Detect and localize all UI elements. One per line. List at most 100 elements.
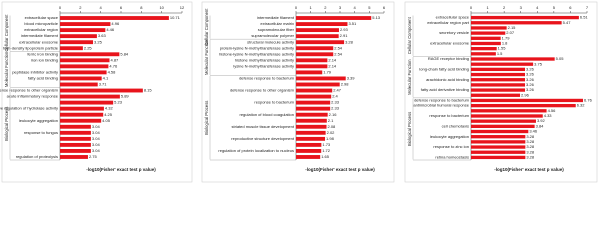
x-tick-label: 6 <box>569 5 572 10</box>
x-tick-label: 6 <box>383 5 386 10</box>
value-label: 3.04 <box>92 148 101 153</box>
bar <box>471 93 521 97</box>
x-tick-label: 0 <box>59 5 62 10</box>
bar <box>296 76 346 81</box>
category-label: cell chemotaxis <box>442 123 469 128</box>
group-label: Cellular Component <box>4 14 9 52</box>
bar <box>60 82 98 87</box>
value-label: 2.93 <box>340 27 349 32</box>
bar <box>60 46 83 51</box>
x-tick-label: 2 <box>324 5 327 10</box>
group-label: Molecular Function <box>204 39 209 75</box>
value-label: 3.04 <box>92 142 101 147</box>
x-tick-label: 2 <box>503 5 506 10</box>
value-label: 1.73 <box>322 142 331 147</box>
group-label: Cellular Component <box>204 8 209 46</box>
bar <box>471 57 555 61</box>
value-label: 4.96 <box>111 21 120 26</box>
bar <box>60 34 97 39</box>
category-label: extracellular exosome <box>430 41 470 46</box>
value-label: 3.75 <box>534 61 543 66</box>
category-label: ferric iron binding <box>27 51 58 56</box>
value-label: 4.58 <box>108 69 117 74</box>
x-tick-label: 4 <box>100 5 103 10</box>
bar <box>296 28 339 33</box>
bar <box>60 136 91 141</box>
value-label: 5.13 <box>372 15 381 20</box>
x-tick-label: 3 <box>520 5 523 10</box>
category-label: retina homeostasis <box>435 154 469 159</box>
x-tick-label: 6 <box>120 5 123 10</box>
category-label: leukocyte aggregation <box>19 118 58 123</box>
category-label: defense response to bacterium <box>239 76 295 81</box>
value-label: 3.26 <box>526 82 535 87</box>
value-label: 3.39 <box>347 76 356 81</box>
bar <box>296 124 327 129</box>
value-label: 3.63 <box>98 33 107 38</box>
bar <box>296 82 340 87</box>
bar <box>60 100 114 105</box>
bar <box>471 140 526 144</box>
value-label: 3.26 <box>526 77 535 82</box>
bar <box>471 103 576 108</box>
category-label: regulation of proteolysis <box>16 154 58 159</box>
bar <box>471 67 526 72</box>
bar <box>471 78 526 82</box>
value-label: 2.54 <box>334 51 343 56</box>
category-label: extracellular region <box>24 27 58 32</box>
value-label: 2.16 <box>329 112 338 117</box>
bar <box>296 106 331 111</box>
category-label: defense response to bacterium <box>414 98 470 103</box>
value-label: 5.89 <box>121 94 130 99</box>
bar <box>60 40 94 45</box>
value-label: 4.1 <box>103 76 109 81</box>
value-label: 3.51 <box>348 21 357 26</box>
value-label: 3.71 <box>99 82 108 87</box>
bar <box>471 150 526 154</box>
bar <box>296 88 333 93</box>
bar <box>296 40 345 45</box>
bar <box>60 58 110 63</box>
bar <box>60 16 169 20</box>
bar <box>60 112 104 117</box>
x-axis-title: -log10(Fisher' exact test p value) <box>494 167 564 172</box>
category-label: lysine N-methyltransferase activity <box>233 63 294 68</box>
bar <box>296 142 322 147</box>
category-label: response to bacterium <box>254 100 294 105</box>
x-tick-label: 12 <box>180 5 185 10</box>
value-label: 2.75 <box>89 154 98 159</box>
value-label: 3.26 <box>526 72 535 77</box>
category-label: leukocyte aggregation <box>430 134 469 139</box>
bar <box>296 155 321 159</box>
value-label: 4.25 <box>104 112 113 117</box>
bar <box>60 22 111 26</box>
category-label: intermediate filament <box>257 15 295 20</box>
value-label: 3.92 <box>537 118 546 123</box>
bar <box>296 94 332 99</box>
x-tick-label: 10 <box>159 5 164 10</box>
bar <box>60 70 107 75</box>
bar <box>296 149 322 153</box>
category-label: protein-lysine N-methyltransferase activ… <box>220 45 294 50</box>
group-label: Cellular Component <box>407 16 412 54</box>
category-label: blood microparticle <box>24 21 58 26</box>
x-tick-label: 1 <box>486 5 489 10</box>
category-label: extracellular exosome <box>19 39 59 44</box>
value-label: 2.1 <box>328 118 334 123</box>
bar <box>296 58 328 63</box>
value-label: 3.26 <box>526 66 535 71</box>
bar <box>471 98 584 103</box>
bar <box>60 88 143 93</box>
value-label: 2.15 <box>508 25 517 30</box>
bar <box>60 155 88 159</box>
value-label: 2.02 <box>327 130 336 135</box>
category-label: negative regulation of hydrolase activit… <box>0 106 58 111</box>
category-label: acute inflammatory response <box>7 94 59 99</box>
bar <box>60 52 120 57</box>
value-label: 5.05 <box>556 56 565 61</box>
bar <box>471 26 507 30</box>
bar <box>60 149 91 153</box>
value-label: 3.28 <box>526 154 535 159</box>
value-label: 1.8 <box>502 41 508 46</box>
